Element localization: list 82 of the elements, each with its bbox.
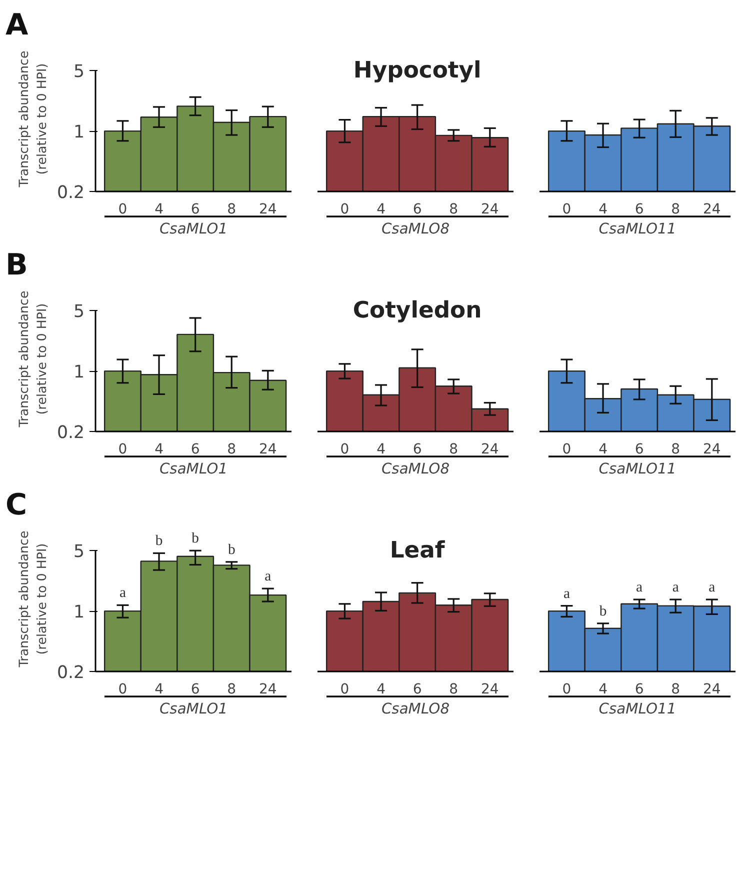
x-axis-title: CsaMLO8 [381,220,450,238]
y-tick-label: 0.2 [56,663,85,683]
x-tick-label: 4 [154,442,164,458]
x-tick-label: 8 [671,202,680,218]
x-tick-label: 24 [703,682,721,698]
x-tick-label: 0 [340,202,350,218]
y-tick-label: 0.2 [56,183,85,203]
x-tick-label: 24 [481,202,499,218]
x-tick-label: 0 [118,442,128,458]
x-tick-label: 4 [376,202,386,218]
y-tick-label: 5 [73,542,85,562]
x-tick-label: 6 [412,442,422,458]
y-tick-label: 1 [73,362,85,383]
x-tick-label: 4 [376,682,386,698]
data-label: a [672,580,680,596]
text: B [6,248,28,282]
data-label: a [636,580,644,596]
x-tick-label: 6 [412,682,422,698]
x-tick-label: 6 [412,202,422,218]
x-tick-label: 4 [154,682,164,698]
x-tick-label: 4 [598,202,608,218]
y-tick-label: 5 [73,62,85,82]
text: A [6,8,28,42]
y-tick-label: 5 [73,302,85,322]
data-label: a [264,568,272,585]
y-tick-label: 1 [73,122,85,143]
x-tick-label: 4 [598,442,608,458]
data-label: a [708,580,716,596]
x-tick-label: 4 [598,682,608,698]
y-axis-title: Transcript abundance (relative to 0 HPI) [16,530,49,668]
x-tick-label: 4 [154,202,164,218]
x-axis-title: CsaMLO11 [598,460,676,478]
data-label: a [119,585,126,602]
x-tick-label: 6 [634,442,644,458]
x-tick-label: 0 [340,682,350,698]
x-tick-label: 24 [703,442,721,458]
x-axis-title: CsaMLO8 [381,700,450,718]
x-tick-label: 24 [259,442,277,458]
x-tick-label: 24 [703,202,721,218]
chart-title: Leaf [390,538,446,564]
x-tick-label: 0 [562,442,572,458]
x-tick-label: 24 [481,682,499,698]
y-tick-label: 1 [73,602,85,623]
x-tick-label: 6 [190,202,200,218]
x-tick-label: 8 [671,442,680,458]
x-tick-label: 8 [449,202,458,218]
x-tick-label: 0 [118,682,128,698]
x-tick-label: 8 [227,442,236,458]
x-tick-label: 6 [190,442,200,458]
x-tick-label: 8 [449,682,458,698]
data-label: b [155,533,163,550]
data-label: b [228,542,236,558]
x-tick-label: 8 [671,682,680,698]
x-tick-label: 8 [227,682,236,698]
x-axis-title: CsaMLO8 [381,460,450,478]
chart-title: Hypocotyl [353,58,482,84]
y-axis-title: Transcript abundance (relative to 0 HPI) [16,290,49,428]
x-axis-title: CsaMLO1 [159,220,228,238]
data-label: b [192,530,199,547]
x-tick-label: 24 [481,442,499,458]
text: C [6,488,28,522]
data-label: b [599,603,607,620]
x-axis-title: CsaMLO11 [598,220,676,238]
x-axis-title: CsaMLO1 [159,700,228,718]
x-tick-label: 4 [376,442,386,458]
x-tick-label: 24 [259,202,277,218]
data-label: a [563,586,570,602]
x-tick-label: 0 [562,682,572,698]
chart-title: Cotyledon [352,298,482,324]
x-axis-title: CsaMLO11 [598,700,676,718]
x-tick-label: 6 [190,682,200,698]
x-tick-label: 6 [634,682,644,698]
x-tick-label: 8 [227,202,236,218]
y-axis-title: Transcript abundance (relative to 0 HPI) [16,50,49,188]
x-axis-title: CsaMLO1 [159,460,228,478]
x-tick-label: 0 [340,442,350,458]
x-tick-label: 0 [118,202,128,218]
x-tick-label: 8 [449,442,458,458]
x-tick-label: 0 [562,202,572,218]
x-tick-label: 6 [634,202,644,218]
y-tick-label: 0.2 [56,423,85,443]
x-tick-label: 24 [259,682,277,698]
